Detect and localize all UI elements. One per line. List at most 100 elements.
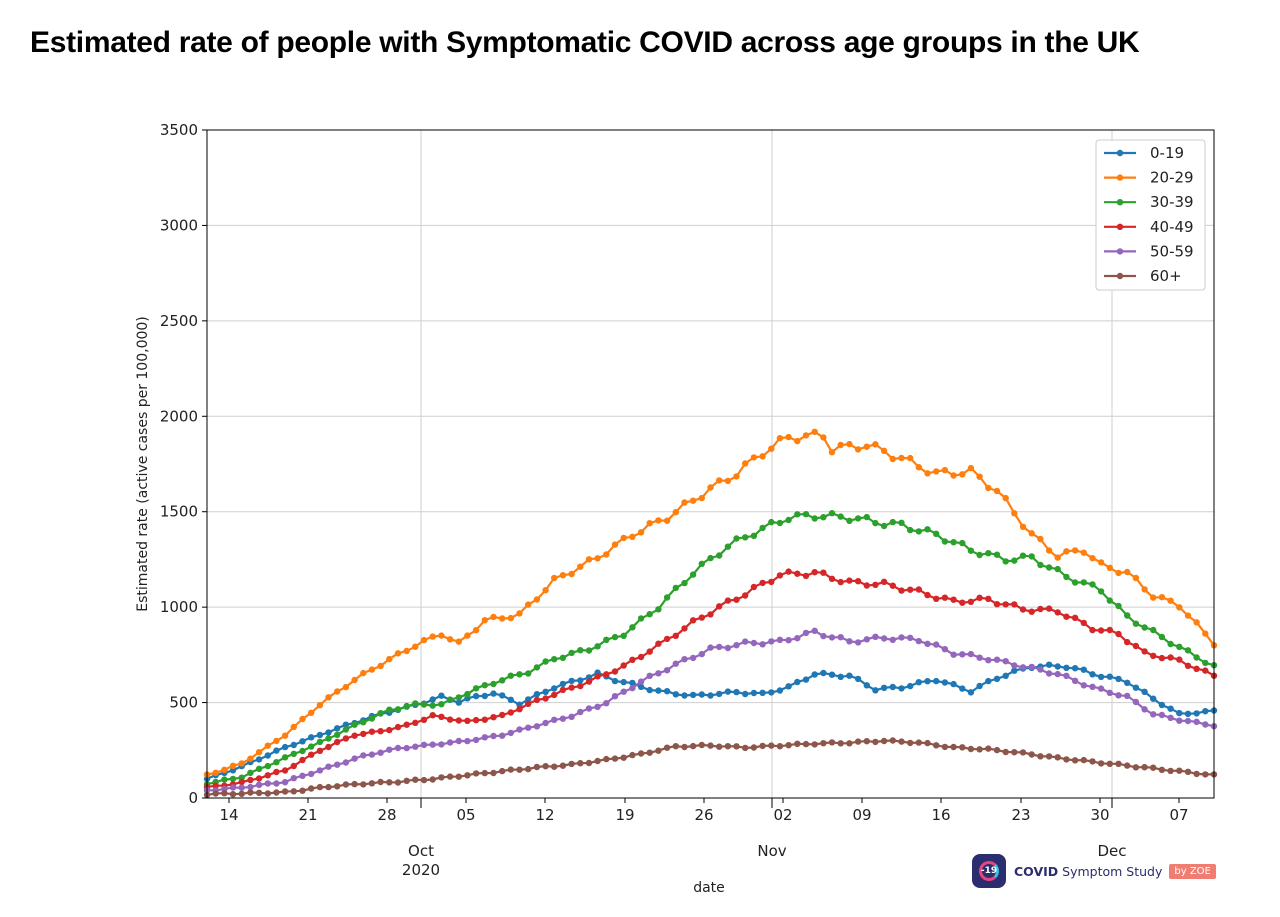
y-tick-label: 2000 (160, 407, 198, 425)
x-minor-tick-label: 21 (298, 806, 317, 824)
data-point (551, 716, 558, 723)
data-point (342, 735, 350, 742)
data-point (290, 741, 297, 749)
data-point (629, 533, 636, 540)
series-50-59 (203, 627, 1218, 794)
data-point (802, 740, 810, 748)
data-point (880, 522, 888, 530)
data-point (264, 790, 271, 797)
data-point (1054, 609, 1061, 616)
data-point (837, 578, 844, 586)
data-point (273, 737, 280, 745)
data-point (238, 784, 245, 791)
data-point (1028, 553, 1035, 560)
data-point (872, 441, 879, 448)
data-point (924, 739, 931, 747)
data-point (1002, 672, 1009, 679)
data-point (750, 639, 758, 647)
data-point (568, 677, 575, 685)
data-point (568, 684, 575, 691)
data-point (820, 669, 827, 677)
data-point (1193, 619, 1200, 626)
data-point (707, 484, 714, 491)
data-point (1132, 574, 1140, 582)
data-point (1097, 685, 1105, 692)
data-point (420, 636, 428, 644)
data-point (1158, 594, 1166, 601)
data-point (299, 738, 306, 745)
data-point (420, 741, 428, 748)
data-point (742, 744, 749, 752)
data-point (1158, 766, 1166, 773)
x-minor-tick-label: 23 (1011, 806, 1030, 824)
data-point (499, 677, 506, 684)
legend-label: 20-29 (1150, 169, 1194, 187)
data-point (1184, 717, 1192, 725)
y-tick-label: 1000 (160, 598, 198, 616)
data-point (1071, 757, 1079, 764)
x-minor-tick-label: 07 (1169, 806, 1188, 824)
data-point (1037, 535, 1044, 543)
data-point (438, 774, 445, 781)
data-point (1150, 652, 1157, 659)
data-point (360, 752, 367, 759)
data-point (629, 624, 636, 631)
data-point (394, 744, 402, 752)
data-point (768, 445, 775, 452)
data-point (386, 779, 393, 786)
data-point (1080, 666, 1088, 673)
data-point (1193, 710, 1200, 717)
data-point (351, 732, 358, 739)
data-point (1089, 555, 1096, 562)
data-point (629, 679, 636, 687)
data-point (707, 692, 714, 699)
data-point (811, 515, 818, 522)
data-point (1176, 643, 1183, 650)
data-point (837, 634, 844, 641)
legend: 0-19 20-29 30-39 40-49 50-59 60+ (1095, 139, 1206, 291)
data-point (785, 516, 792, 524)
data-point (490, 732, 497, 740)
data-point (1202, 771, 1209, 778)
data-point (316, 747, 324, 754)
data-point (212, 782, 219, 789)
data-point (854, 738, 862, 745)
data-point (299, 787, 306, 794)
data-point (620, 534, 627, 542)
data-point (889, 455, 896, 463)
data-point (394, 723, 402, 731)
legend-label: 0-19 (1150, 144, 1184, 162)
data-point (794, 678, 801, 686)
data-point (585, 647, 593, 654)
data-point (1037, 753, 1044, 760)
data-point (915, 679, 922, 686)
data-point (611, 668, 619, 675)
data-point (1106, 626, 1114, 634)
data-point (308, 785, 315, 792)
data-point (1063, 613, 1070, 620)
data-point (1176, 709, 1183, 717)
data-point (759, 579, 766, 587)
data-point (742, 460, 749, 467)
data-point (663, 688, 671, 695)
data-point (1106, 760, 1114, 767)
data-point (533, 696, 541, 704)
data-point (689, 691, 697, 699)
data-point (481, 769, 488, 777)
data-point (620, 754, 627, 761)
data-point (898, 587, 905, 594)
data-point (499, 615, 506, 622)
data-point (342, 721, 350, 728)
data-point (768, 638, 775, 645)
data-point (221, 766, 228, 773)
data-point (698, 691, 705, 698)
x-major-tick-label: Oct (408, 842, 434, 860)
data-point (724, 597, 732, 604)
data-point (1202, 667, 1209, 674)
data-point (420, 701, 428, 708)
data-point (759, 453, 766, 460)
data-point (308, 743, 315, 750)
data-point (993, 487, 1001, 495)
data-point (941, 743, 949, 751)
